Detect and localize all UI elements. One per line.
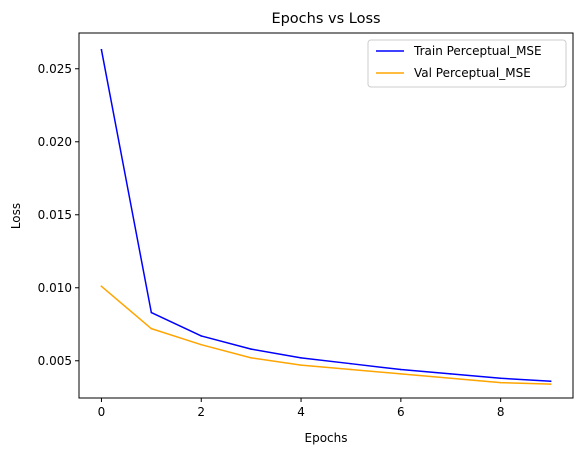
data-point-val	[499, 381, 502, 384]
legend-box	[367, 39, 567, 88]
data-point-train	[150, 311, 153, 314]
axes-frame	[78, 32, 574, 399]
y-axis: 0.005 0.010 0.015 0.020 0.025	[38, 62, 79, 368]
data-point-val	[150, 327, 153, 330]
x-axis-label: Epochs	[305, 431, 348, 445]
y-tick-label: 0.020	[38, 135, 72, 149]
chart-title: Epochs vs Loss	[271, 11, 380, 27]
x-tick-label: 8	[497, 405, 505, 419]
data-point-val	[350, 368, 352, 371]
data-point-train	[250, 348, 252, 350]
legend-label-val: Val Perceptual_MSE	[414, 66, 531, 80]
data-point-train	[200, 335, 203, 337]
data-point-val	[549, 383, 552, 385]
x-tick-label: 0	[98, 405, 106, 419]
data-point-val	[100, 285, 103, 288]
series-line-val	[100, 285, 552, 385]
data-point-train	[300, 357, 302, 359]
data-point-train	[549, 380, 552, 383]
y-tick-label: 0.010	[38, 281, 72, 295]
data-point-train	[449, 373, 452, 375]
data-point-train	[499, 377, 502, 380]
x-tick-label: 2	[197, 405, 205, 419]
y-tick-label: 0.025	[38, 62, 72, 76]
data-point-train	[350, 362, 352, 365]
series-line-train	[100, 48, 552, 383]
legend-label-train: Train Perceptual_MSE	[413, 44, 542, 58]
legend: Train Perceptual_MSE Val Perceptual_MSE	[367, 39, 567, 88]
y-tick-label: 0.015	[38, 208, 72, 222]
data-point-val	[200, 343, 203, 346]
x-tick-label: 4	[297, 405, 305, 419]
data-point-val	[449, 377, 452, 380]
data-point-train	[100, 48, 103, 51]
data-point-val	[400, 373, 402, 375]
data-point-val	[300, 364, 302, 366]
data-point-val	[250, 357, 252, 359]
plot-area	[100, 48, 552, 385]
y-tick-label: 0.005	[38, 354, 72, 368]
data-point-train	[400, 368, 402, 371]
x-axis: 0 2 4 6 8	[98, 398, 505, 419]
x-tick-label: 6	[397, 405, 405, 419]
y-axis-label: Loss	[9, 203, 23, 229]
